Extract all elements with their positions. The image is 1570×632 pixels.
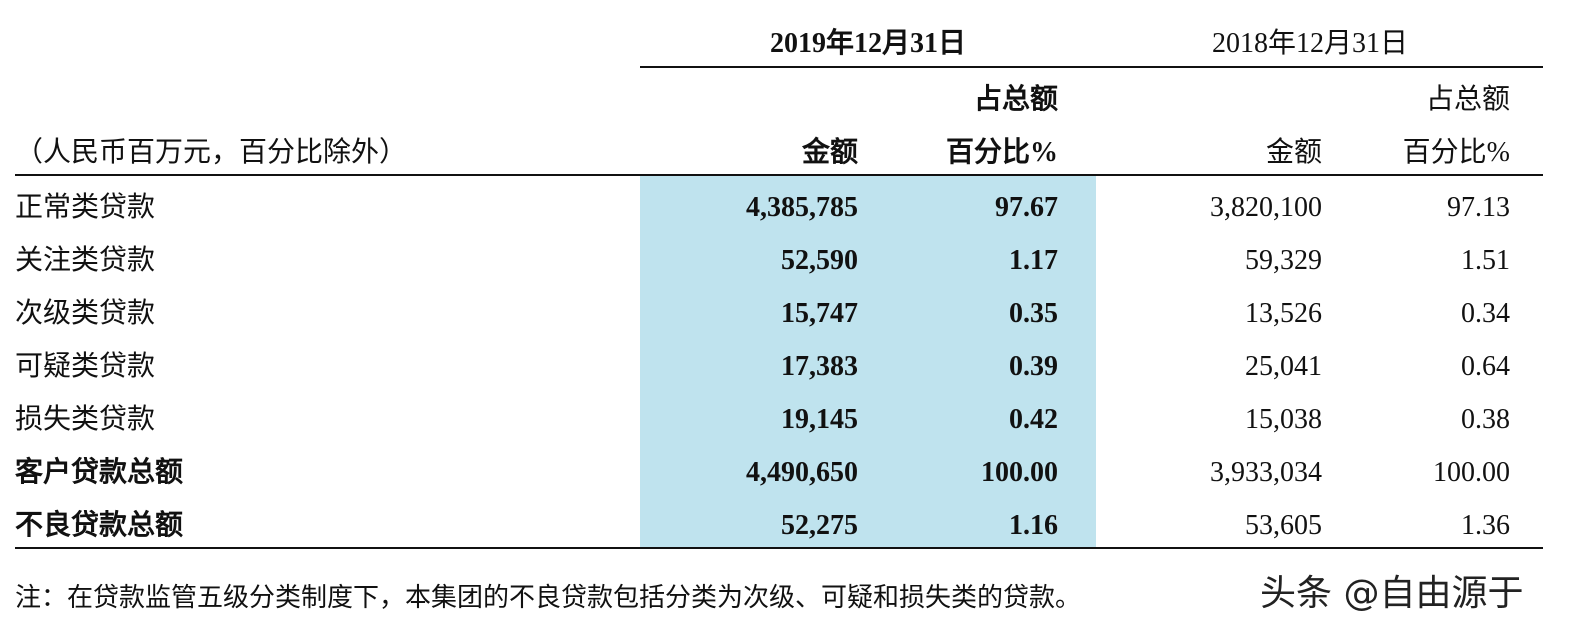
cell: 1.36	[1461, 510, 1510, 541]
cell: 3,820,100	[1210, 192, 1322, 223]
date-2018: 2018年12月31日	[1211, 28, 1408, 59]
col-header: 金额	[1265, 137, 1322, 168]
unit-note: （人民币百万元，百分比除外）	[15, 137, 408, 168]
col-header: 百分比%	[945, 137, 1058, 168]
col-header: 百分比%	[1402, 137, 1510, 168]
cell: 52,590	[781, 245, 858, 276]
col-header: 占总额	[1425, 84, 1510, 115]
cell: 1.51	[1461, 245, 1510, 276]
rule	[15, 547, 1543, 549]
cell: 0.42	[1009, 404, 1058, 435]
cell: 1.17	[1009, 245, 1058, 276]
row-label: 正常类贷款	[15, 192, 156, 223]
cell: 0.64	[1461, 351, 1510, 382]
row-label: 不良贷款总额	[15, 510, 184, 541]
row-label: 关注类贷款	[15, 245, 156, 276]
row-label: 次级类贷款	[15, 298, 156, 329]
date-2019: 2019年12月31日	[769, 28, 966, 59]
cell: 97.67	[995, 192, 1058, 223]
cell: 4,385,785	[746, 192, 858, 223]
footnote: 注：在贷款监管五级分类制度下，本集团的不良贷款包括分类为次级、可疑和损失类的贷款…	[15, 583, 1082, 612]
cell: 97.13	[1447, 192, 1510, 223]
cell: 19,145	[781, 404, 858, 435]
cell: 13,526	[1245, 298, 1322, 329]
cell: 3,933,034	[1210, 457, 1322, 488]
cell: 25,041	[1245, 351, 1322, 382]
cell: 59,329	[1245, 245, 1322, 276]
watermark: 头条 @自由源于	[1260, 573, 1524, 614]
cell: 4,490,650	[746, 457, 858, 488]
cell: 52,275	[781, 510, 858, 541]
cell: 0.39	[1009, 351, 1058, 382]
rule	[15, 174, 1543, 176]
cell: 1.16	[1009, 510, 1058, 541]
cell: 100.00	[1433, 457, 1510, 488]
cell: 17,383	[781, 351, 858, 382]
row-label: 损失类贷款	[15, 404, 156, 435]
cell: 53,605	[1245, 510, 1322, 541]
highlight-column	[640, 175, 1096, 548]
cell: 0.34	[1461, 298, 1510, 329]
cell: 100.00	[981, 457, 1058, 488]
row-label: 客户贷款总额	[15, 457, 184, 488]
cell: 0.35	[1009, 298, 1058, 329]
col-header: 占总额	[973, 84, 1058, 115]
rule	[640, 66, 1543, 68]
col-header: 金额	[801, 137, 858, 168]
row-label: 可疑类贷款	[15, 351, 156, 382]
cell: 0.38	[1461, 404, 1510, 435]
cell: 15,038	[1245, 404, 1322, 435]
cell: 15,747	[781, 298, 858, 329]
